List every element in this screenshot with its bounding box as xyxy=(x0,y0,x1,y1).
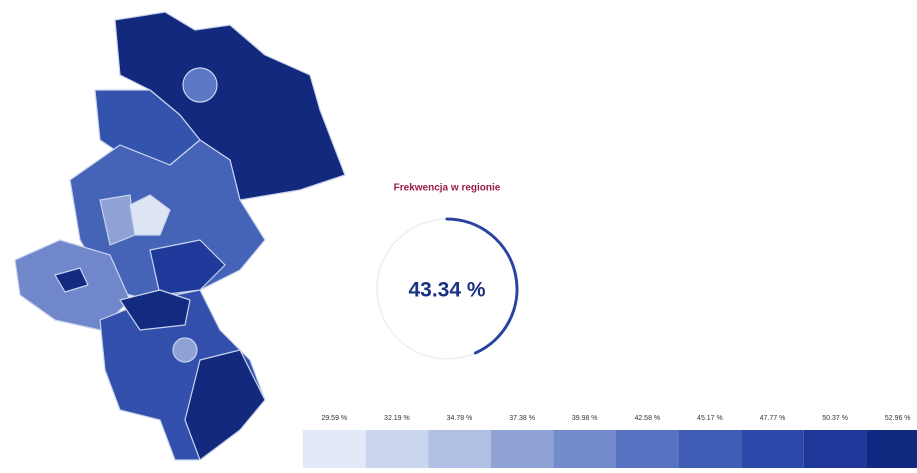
legend: 29.59 % 32.19 % 34.78 % 37.38 % 39.98 % 42.58… xyxy=(303,415,917,468)
legend-label: 37.38 % xyxy=(509,415,535,422)
legend-label: 32.19 % xyxy=(384,415,410,422)
map-area[interactable] xyxy=(172,337,198,363)
legend-swatch xyxy=(866,430,917,468)
legend-label: 34.78 % xyxy=(447,415,473,422)
gauge-arc xyxy=(445,217,519,355)
legend-swatch xyxy=(428,430,491,468)
legend-label: 39.98 % xyxy=(572,415,598,422)
legend-swatch xyxy=(741,430,804,468)
region-map xyxy=(14,11,346,461)
legend-swatch xyxy=(365,430,429,468)
gauge-value: 43.34 % xyxy=(408,279,485,302)
map-area[interactable] xyxy=(184,349,266,461)
legend-swatch xyxy=(803,430,867,468)
map-area[interactable] xyxy=(149,239,226,296)
legend-swatch xyxy=(490,430,554,468)
legend-swatch xyxy=(678,430,742,468)
map-area[interactable] xyxy=(54,267,89,293)
panel-title: Frekwencja w regionie xyxy=(394,183,501,194)
legend-label: 45.17 % xyxy=(697,415,723,422)
legend-swatch xyxy=(553,430,616,468)
legend-swatch xyxy=(303,430,366,468)
legend-label: 50.37 % xyxy=(822,415,848,422)
map-area[interactable] xyxy=(129,194,171,236)
legend-label: 47.77 % xyxy=(760,415,786,422)
map-area[interactable] xyxy=(119,289,191,331)
legend-label: 42.58 % xyxy=(634,415,660,422)
legend-label: 52.96 % xyxy=(885,415,911,422)
legend-label: 29.59 % xyxy=(321,415,347,422)
map-area[interactable] xyxy=(182,67,218,103)
legend-swatch xyxy=(616,430,679,468)
